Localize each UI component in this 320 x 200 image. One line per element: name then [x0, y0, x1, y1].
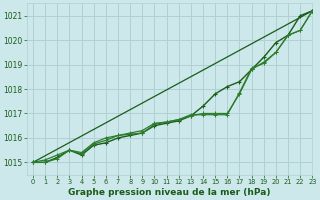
- X-axis label: Graphe pression niveau de la mer (hPa): Graphe pression niveau de la mer (hPa): [68, 188, 271, 197]
